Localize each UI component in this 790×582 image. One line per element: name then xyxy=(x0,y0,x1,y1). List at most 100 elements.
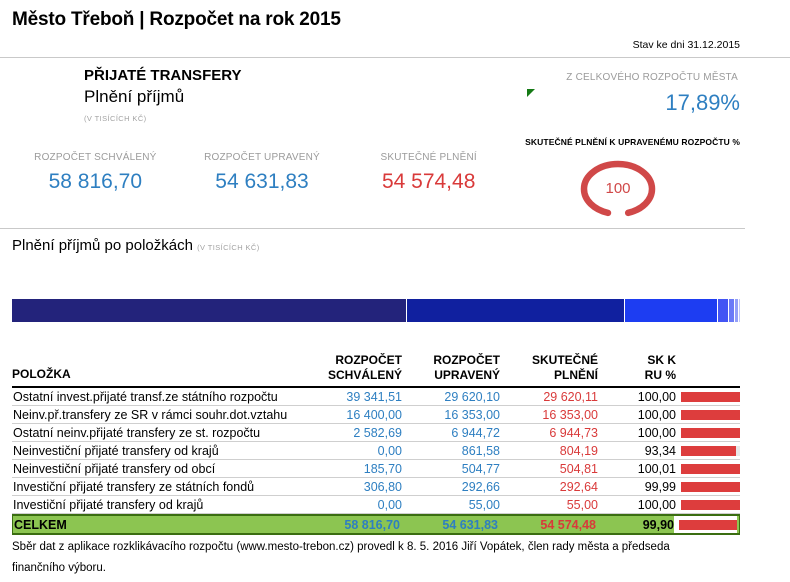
flag-icon xyxy=(527,89,535,97)
table-cell: 504,81 xyxy=(559,461,598,476)
gauge-chart xyxy=(580,160,656,218)
page-title: Město Třeboň | Rozpočet na rok 2015 xyxy=(12,9,341,30)
table-cell: 185,70 xyxy=(363,461,402,476)
share-of-budget-label: Z CELKOVÉHO ROZPOČTU MĚSTA xyxy=(566,72,738,83)
bar-segment xyxy=(12,299,408,322)
table-cell: 93,34 xyxy=(644,443,676,458)
ratio-bar xyxy=(676,460,740,477)
table-row: Neinvestiční přijaté transfery od obcí 18… xyxy=(12,460,740,478)
ratio-bar xyxy=(676,388,740,405)
footer-note: Sběr dat z aplikace rozklikávacího rozpo… xyxy=(12,541,670,575)
unit-note: (V TISÍCÍCH KČ) xyxy=(197,243,260,252)
table-row: Ostatní neinv.přijaté transfery ze st. r… xyxy=(12,424,740,442)
table-cell: 292,64 xyxy=(559,479,598,494)
total-actual: 54 574,48 xyxy=(540,517,596,532)
table-cell: 0,00 xyxy=(377,443,402,458)
gauge-ring xyxy=(580,160,656,218)
share-of-budget-value: 17,89% xyxy=(665,90,740,115)
total-ratio: 99,90 xyxy=(642,517,674,532)
gauge-value: 100 xyxy=(605,180,631,197)
summary-subtitle: Plnění příjmů xyxy=(84,87,185,106)
kpi-value: 54 631,83 xyxy=(215,170,309,193)
kpi-actual-fulfillment: SKUTEČNÉ PLNĚNÍ 54 574,48 xyxy=(345,152,512,194)
table-cell: Investiční přijaté transfery ze státních… xyxy=(13,479,255,494)
table-cell: 100,00 xyxy=(637,425,676,440)
table-cell: 39 341,51 xyxy=(346,389,402,404)
items-section-title: Plnění příjmů po položkách (V TISÍCÍCH K… xyxy=(12,237,260,254)
table-cell: 861,58 xyxy=(461,443,500,458)
table-cell: 504,77 xyxy=(461,461,500,476)
column-header-adjusted: ROZPOČET UPRAVENÝ xyxy=(433,353,500,382)
summary-section-title: PŘIJATÉ TRANSFERY xyxy=(84,67,242,84)
kpi-value: 54 574,48 xyxy=(381,170,476,193)
kpi-label: SKUTEČNÉ PLNĚNÍ xyxy=(380,152,477,163)
table-row: Investiční přijaté transfery od krajů 0,0… xyxy=(12,496,740,514)
table-cell: 16 353,00 xyxy=(444,407,500,422)
bar-segment xyxy=(739,299,740,322)
table-cell: 100,00 xyxy=(637,497,676,512)
kpi-value: 58 816,70 xyxy=(48,170,143,193)
total-ratio-bar xyxy=(674,516,737,533)
table-cell: 6 944,72 xyxy=(451,425,500,440)
bar-segment xyxy=(728,299,736,322)
table-row: Investiční přijaté transfery ze státních… xyxy=(12,478,740,496)
total-approved: 58 816,70 xyxy=(344,517,400,532)
total-label: CELKEM xyxy=(14,517,67,532)
table-cell: Investiční přijaté transfery od krajů xyxy=(13,497,204,512)
ratio-bar xyxy=(676,406,740,423)
table-cell: 2 582,69 xyxy=(353,425,402,440)
section-divider-top xyxy=(0,57,790,58)
kpi-approved-budget: ROZPOČET SCHVÁLENÝ 58 816,70 xyxy=(12,152,179,194)
table-row: Neinvestiční přijaté transfery od krajů 0… xyxy=(12,442,740,460)
kpi-label: ROZPOČET SCHVÁLENÝ xyxy=(34,152,157,163)
table-row: Neinv.př.transfery ze SR v rámci souhr.d… xyxy=(12,406,740,424)
table-cell: 306,80 xyxy=(363,479,402,494)
table-cell: 0,00 xyxy=(377,497,402,512)
bar-segment xyxy=(717,299,729,322)
items-table: POLOŽKA ROZPOČET SCHVÁLENÝ ROZPOČET UPRA… xyxy=(12,346,740,535)
table-total-row: CELKEM 58 816,70 54 631,83 54 574,48 99,… xyxy=(12,514,740,535)
table-cell: Ostatní neinv.přijaté transfery ze st. r… xyxy=(13,425,261,440)
items-table-body: Ostatní invest.přijaté transf.ze státníh… xyxy=(12,388,740,514)
table-cell: 6 944,73 xyxy=(549,425,598,440)
table-cell: 100,00 xyxy=(637,407,676,422)
column-header-item: POLOŽKA xyxy=(12,367,71,381)
table-cell: 16 400,00 xyxy=(346,407,402,422)
ratio-bar xyxy=(676,424,740,441)
table-cell: 292,66 xyxy=(461,479,500,494)
table-cell: Neinvestiční přijaté transfery od krajů xyxy=(13,443,219,458)
status-date: Stav ke dni 31.12.2015 xyxy=(632,39,740,51)
column-header-ratio: SK K RU % xyxy=(644,353,676,382)
total-adjusted: 54 631,83 xyxy=(442,517,498,532)
table-cell: Neinvestiční přijaté transfery od obcí xyxy=(13,461,216,476)
table-cell: Neinv.př.transfery ze SR v rámci souhr.d… xyxy=(13,407,288,422)
column-header-approved: ROZPOČET SCHVÁLENÝ xyxy=(327,353,402,382)
column-header-actual: SKUTEČNÉ PLNĚNÍ xyxy=(531,353,598,382)
kpi-adjusted-budget: ROZPOČET UPRAVENÝ 54 631,83 xyxy=(179,152,346,194)
table-cell: 804,19 xyxy=(559,443,598,458)
ratio-bar xyxy=(676,442,740,459)
ratio-bar xyxy=(676,478,740,495)
stacked-bar-chart xyxy=(12,299,740,322)
gauge-label: SKUTEČNÉ PLNĚNÍ K UPRAVENÉMU ROZPOČTU % xyxy=(525,137,740,147)
table-cell: 29 620,10 xyxy=(444,389,500,404)
table-row: Ostatní invest.přijaté transf.ze státníh… xyxy=(12,388,740,406)
unit-note: (V TISÍCÍCH KČ) xyxy=(84,114,147,123)
table-cell: 99,99 xyxy=(644,479,676,494)
table-header-row: POLOŽKA ROZPOČET SCHVÁLENÝ ROZPOČET UPRA… xyxy=(12,346,740,388)
section-divider-middle xyxy=(0,228,745,229)
table-cell: 100,00 xyxy=(637,389,676,404)
items-section-title-text: Plnění příjmů po položkách xyxy=(12,237,193,254)
bar-segment xyxy=(625,299,718,322)
bar-segment xyxy=(407,299,626,322)
table-cell: Ostatní invest.přijaté transf.ze státníh… xyxy=(13,389,278,404)
table-cell: 29 620,11 xyxy=(543,389,598,404)
table-cell: 100,01 xyxy=(637,461,676,476)
ratio-bar xyxy=(676,496,740,513)
kpi-metrics: ROZPOČET SCHVÁLENÝ 58 816,70 ROZPOČET UP… xyxy=(12,152,512,194)
table-cell: 55,00 xyxy=(468,497,500,512)
bar-segment xyxy=(735,299,740,322)
table-cell: 55,00 xyxy=(566,497,598,512)
table-cell: 16 353,00 xyxy=(542,407,598,422)
kpi-label: ROZPOČET UPRAVENÝ xyxy=(204,152,320,163)
